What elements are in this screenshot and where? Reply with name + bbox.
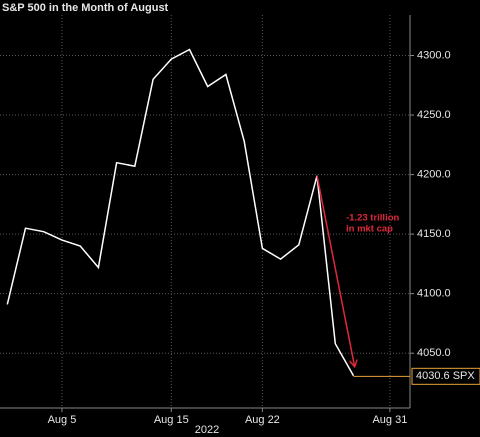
y-tick-label: 4200.0 bbox=[417, 168, 451, 180]
y-tick-label: 4250.0 bbox=[417, 109, 451, 121]
annotation-arrow bbox=[316, 175, 354, 366]
last-value-tag bbox=[411, 367, 480, 385]
y-tick-label: 4100.0 bbox=[417, 288, 451, 300]
x-tick-label: Aug 22 bbox=[245, 414, 280, 426]
y-tick-label: 4300.0 bbox=[417, 49, 451, 61]
chart-title: S&P 500 in the Month of August bbox=[2, 2, 169, 14]
year-label: 2022 bbox=[195, 424, 219, 436]
annotation-text: -1.23 trillion bbox=[346, 213, 400, 224]
x-tick-label: Aug 15 bbox=[154, 414, 189, 426]
x-tick-label: Aug 31 bbox=[372, 414, 407, 426]
series-line bbox=[6, 48, 355, 377]
last-value-label: 4030.6 SPX bbox=[416, 370, 475, 382]
y-tick-label: 4150.0 bbox=[417, 228, 451, 240]
y-tick-label: 4050.0 bbox=[417, 347, 451, 359]
x-tick-label: Aug 5 bbox=[48, 414, 77, 426]
annotation-text: in mkt cap bbox=[346, 224, 393, 235]
